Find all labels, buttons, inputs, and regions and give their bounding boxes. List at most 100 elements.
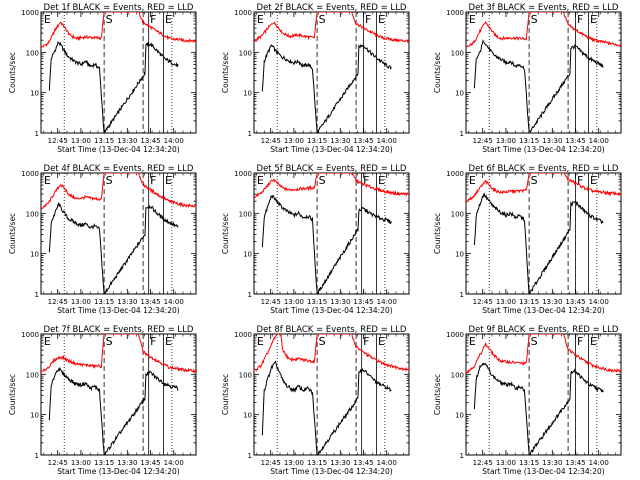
marker-label: E bbox=[257, 174, 264, 187]
y-axis-label: Counts/sec bbox=[221, 374, 230, 415]
marker-label: S bbox=[531, 335, 538, 348]
x-tick-label: 13:00 bbox=[284, 459, 304, 467]
y-axis-label: Counts/sec bbox=[221, 52, 230, 93]
x-tick-label: 13:15 bbox=[94, 137, 114, 145]
y-tick-label: 1000 bbox=[21, 170, 39, 178]
marker-label: E bbox=[378, 13, 385, 26]
y-tick-label: 1 bbox=[248, 452, 252, 460]
y-tick-label: 1000 bbox=[21, 9, 39, 17]
series-lld-line bbox=[41, 334, 196, 375]
x-tick-label: 13:00 bbox=[496, 459, 516, 467]
y-tick-label: 1000 bbox=[234, 331, 252, 339]
chart-title: Det 7f BLACK = Events, RED = LLD bbox=[44, 325, 194, 335]
x-tick-label: 13:30 bbox=[330, 459, 350, 467]
x-tick-label: 14:00 bbox=[589, 298, 609, 306]
y-axis-label: Counts/sec bbox=[433, 213, 442, 254]
y-tick-label: 1000 bbox=[446, 170, 464, 178]
chart-title: Det 8f BLACK = Events, RED = LLD bbox=[257, 325, 407, 335]
x-tick-label: 13:45 bbox=[565, 459, 585, 467]
series-events-line bbox=[261, 360, 392, 455]
y-tick-label: 1 bbox=[35, 130, 39, 138]
x-tick-label: 13:45 bbox=[353, 137, 373, 145]
marker-label: S bbox=[106, 13, 113, 26]
chart-title: Det 6f BLACK = Events, RED = LLD bbox=[469, 164, 619, 174]
x-tick-label: 14:00 bbox=[164, 298, 184, 306]
x-tick-label: 12:45 bbox=[48, 137, 68, 145]
x-axis-label: Start Time (13-Dec-04 12:34:20) bbox=[57, 467, 179, 476]
chart-title: Det 1f BLACK = Events, RED = LLD bbox=[44, 3, 194, 13]
marker-label: F bbox=[577, 174, 583, 187]
y-tick-label: 1000 bbox=[446, 331, 464, 339]
marker-label: E bbox=[257, 13, 264, 26]
marker-label: E bbox=[469, 13, 476, 26]
y-tick-label: 1 bbox=[248, 291, 252, 299]
marker-label: E bbox=[165, 174, 172, 187]
series-events-line bbox=[473, 39, 604, 133]
marker-label: E bbox=[590, 335, 597, 348]
series-lld-line bbox=[254, 173, 409, 199]
x-tick-label: 13:45 bbox=[140, 298, 160, 306]
chart-panel-7: Det 7f BLACK = Events, RED = LLD 1 10 100 10… bbox=[8, 325, 197, 476]
x-tick-label: 13:30 bbox=[117, 459, 137, 467]
y-tick-label: 10 bbox=[30, 90, 39, 98]
marker-label: E bbox=[378, 174, 385, 187]
series-lld-line bbox=[466, 12, 621, 48]
series-lld-line bbox=[41, 173, 196, 210]
x-tick-label: 12:45 bbox=[261, 298, 281, 306]
y-tick-label: 10 bbox=[30, 251, 39, 259]
x-tick-label: 14:00 bbox=[377, 298, 397, 306]
x-tick-label: 13:30 bbox=[117, 137, 137, 145]
y-axis-label: Counts/sec bbox=[433, 52, 442, 93]
marker-label: F bbox=[363, 335, 369, 348]
x-axis-label: Start Time (13-Dec-04 12:34:20) bbox=[270, 306, 392, 315]
y-tick-label: 1 bbox=[460, 130, 464, 138]
marker-label: F bbox=[150, 335, 156, 348]
series-events-line bbox=[473, 362, 604, 455]
y-tick-label: 100 bbox=[26, 210, 39, 218]
marker-label: E bbox=[44, 13, 51, 26]
chart-panel-3: Det 3f BLACK = Events, RED = LLD 1 10 100 10… bbox=[433, 3, 622, 154]
x-axis-label: Start Time (13-Dec-04 12:34:20) bbox=[270, 145, 392, 154]
series-lld-line bbox=[254, 12, 409, 44]
y-tick-label: 100 bbox=[26, 49, 39, 57]
x-axis-label: Start Time (13-Dec-04 12:34:20) bbox=[482, 467, 604, 476]
x-tick-label: 13:30 bbox=[330, 298, 350, 306]
x-tick-label: 13:45 bbox=[565, 137, 585, 145]
x-tick-label: 14:00 bbox=[164, 137, 184, 145]
chart-panel-2: Det 2f BLACK = Events, RED = LLD 1 10 100 10… bbox=[221, 3, 410, 154]
x-tick-label: 13:45 bbox=[353, 459, 373, 467]
marker-label: S bbox=[319, 335, 326, 348]
y-tick-label: 1000 bbox=[21, 331, 39, 339]
x-axis-label: Start Time (13-Dec-04 12:34:20) bbox=[482, 306, 604, 315]
y-axis-label: Counts/sec bbox=[221, 213, 230, 254]
chart-panel-6: Det 6f BLACK = Events, RED = LLD 1 10 100 10… bbox=[433, 164, 622, 315]
x-axis-label: Start Time (13-Dec-04 12:34:20) bbox=[57, 306, 179, 315]
series-events-line bbox=[261, 44, 392, 133]
chart-panel-1: Det 1f BLACK = Events, RED = LLD 1 10 100 10… bbox=[8, 3, 197, 154]
y-tick-label: 1 bbox=[35, 291, 39, 299]
series-events-line bbox=[261, 194, 392, 294]
marker-label: E bbox=[469, 174, 476, 187]
series-events-line bbox=[48, 41, 179, 133]
x-tick-label: 12:45 bbox=[261, 459, 281, 467]
x-tick-label: 12:45 bbox=[473, 137, 493, 145]
marker-label: F bbox=[150, 13, 156, 26]
x-tick-label: 12:45 bbox=[48, 459, 68, 467]
marker-label: F bbox=[577, 335, 583, 348]
x-tick-label: 13:00 bbox=[71, 137, 91, 145]
y-axis-label: Counts/sec bbox=[8, 213, 17, 254]
x-axis-label: Start Time (13-Dec-04 12:34:20) bbox=[57, 145, 179, 154]
series-events-line bbox=[48, 202, 179, 294]
y-tick-label: 1000 bbox=[234, 9, 252, 17]
x-tick-label: 13:15 bbox=[94, 298, 114, 306]
marker-label: E bbox=[165, 335, 172, 348]
marker-label: F bbox=[150, 174, 156, 187]
marker-label: E bbox=[378, 335, 385, 348]
chart-panel-9: Det 9f BLACK = Events, RED = LLD 1 10 100 10… bbox=[433, 325, 622, 476]
y-tick-label: 1000 bbox=[234, 170, 252, 178]
x-axis-label: Start Time (13-Dec-04 12:34:20) bbox=[482, 145, 604, 154]
y-tick-label: 100 bbox=[239, 371, 252, 379]
y-tick-label: 100 bbox=[26, 371, 39, 379]
y-axis-label: Counts/sec bbox=[8, 374, 17, 415]
